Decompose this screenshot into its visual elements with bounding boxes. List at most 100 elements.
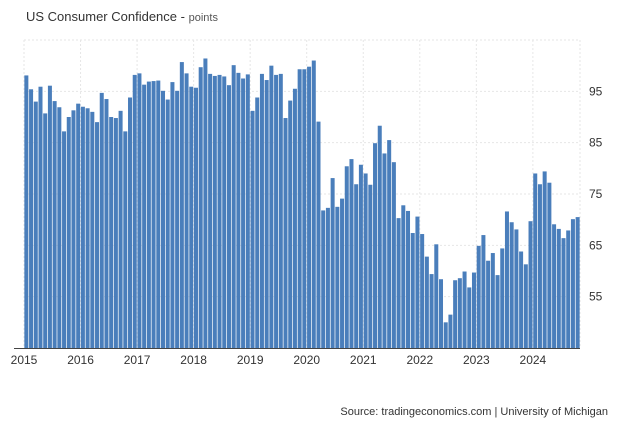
bar bbox=[95, 122, 100, 348]
bar bbox=[471, 272, 476, 348]
bar bbox=[241, 78, 246, 348]
bar bbox=[552, 224, 557, 348]
bar bbox=[321, 210, 326, 348]
bar bbox=[533, 173, 538, 348]
bar bbox=[443, 322, 448, 348]
bar bbox=[358, 164, 363, 348]
bar bbox=[184, 73, 189, 348]
bar bbox=[495, 275, 500, 348]
x-tick-label: 2015 bbox=[11, 353, 38, 367]
bar bbox=[476, 245, 481, 348]
bar bbox=[288, 100, 293, 348]
bar bbox=[349, 159, 354, 348]
bar bbox=[490, 253, 495, 348]
bar bbox=[217, 74, 222, 348]
bar bbox=[90, 111, 95, 348]
bar bbox=[43, 113, 48, 348]
bar bbox=[438, 279, 444, 348]
x-tick-label: 2017 bbox=[124, 353, 151, 367]
bar bbox=[245, 74, 250, 348]
bar bbox=[24, 75, 29, 349]
bar bbox=[297, 69, 302, 348]
bar bbox=[457, 278, 462, 348]
bar bbox=[410, 233, 415, 348]
bar bbox=[401, 205, 406, 348]
x-tick-label: 2019 bbox=[237, 353, 264, 367]
y-tick-label: 85 bbox=[589, 136, 603, 150]
bar bbox=[570, 219, 575, 348]
bar bbox=[462, 271, 467, 348]
bar bbox=[29, 89, 34, 348]
bar bbox=[311, 60, 316, 349]
bar bbox=[523, 264, 528, 348]
bar bbox=[514, 229, 519, 348]
bar bbox=[453, 280, 458, 348]
bar bbox=[123, 131, 128, 348]
bar bbox=[222, 76, 227, 349]
bar bbox=[132, 74, 137, 348]
bar bbox=[368, 184, 373, 348]
bar bbox=[509, 222, 514, 348]
bar bbox=[566, 230, 571, 348]
bar bbox=[259, 73, 264, 348]
bar bbox=[99, 92, 104, 348]
bar bbox=[504, 211, 509, 348]
bar bbox=[62, 131, 67, 348]
x-tick-label: 2022 bbox=[406, 353, 433, 367]
bar bbox=[231, 65, 236, 349]
bar bbox=[170, 82, 175, 349]
bar bbox=[373, 143, 378, 348]
bar bbox=[198, 67, 203, 348]
bar bbox=[377, 125, 382, 348]
bar bbox=[391, 162, 396, 348]
bar bbox=[382, 153, 387, 348]
bar bbox=[255, 97, 260, 348]
bar bbox=[137, 73, 142, 348]
bar bbox=[113, 118, 118, 348]
y-tick-label: 65 bbox=[589, 238, 603, 252]
chart-title-text: US Consumer Confidence bbox=[26, 9, 178, 24]
bar bbox=[316, 121, 321, 349]
bar bbox=[424, 256, 429, 348]
bar bbox=[203, 58, 208, 348]
chart-subtitle: points bbox=[188, 12, 218, 24]
bar bbox=[307, 66, 312, 349]
bar bbox=[165, 99, 170, 349]
x-tick-label: 2016 bbox=[67, 353, 94, 367]
x-tick-label: 2021 bbox=[350, 353, 377, 367]
bar bbox=[156, 80, 161, 348]
bar bbox=[556, 228, 561, 348]
bar bbox=[396, 218, 401, 348]
bar bbox=[406, 210, 411, 348]
bar bbox=[189, 86, 194, 349]
bar bbox=[118, 110, 123, 348]
bar bbox=[80, 106, 85, 348]
bar bbox=[104, 99, 109, 349]
bar bbox=[283, 118, 288, 348]
bar bbox=[151, 81, 156, 349]
bar bbox=[561, 238, 566, 348]
bar bbox=[52, 101, 57, 348]
bar bbox=[160, 90, 166, 348]
bar bbox=[57, 107, 62, 348]
bar bbox=[340, 198, 345, 348]
y-tick-label: 55 bbox=[589, 290, 603, 304]
bar bbox=[179, 62, 184, 348]
bar bbox=[142, 84, 147, 348]
x-tick-label: 2023 bbox=[463, 353, 490, 367]
bar bbox=[330, 178, 335, 348]
bar bbox=[354, 184, 359, 348]
bar bbox=[387, 140, 392, 348]
bar bbox=[542, 171, 547, 348]
bar bbox=[236, 72, 241, 348]
bar bbox=[264, 80, 269, 348]
bar bbox=[528, 221, 533, 348]
bar bbox=[226, 85, 231, 348]
bar bbox=[71, 110, 76, 349]
x-tick-label: 2018 bbox=[180, 353, 207, 367]
bar bbox=[33, 101, 38, 348]
bar bbox=[274, 74, 279, 348]
bar bbox=[415, 216, 420, 348]
